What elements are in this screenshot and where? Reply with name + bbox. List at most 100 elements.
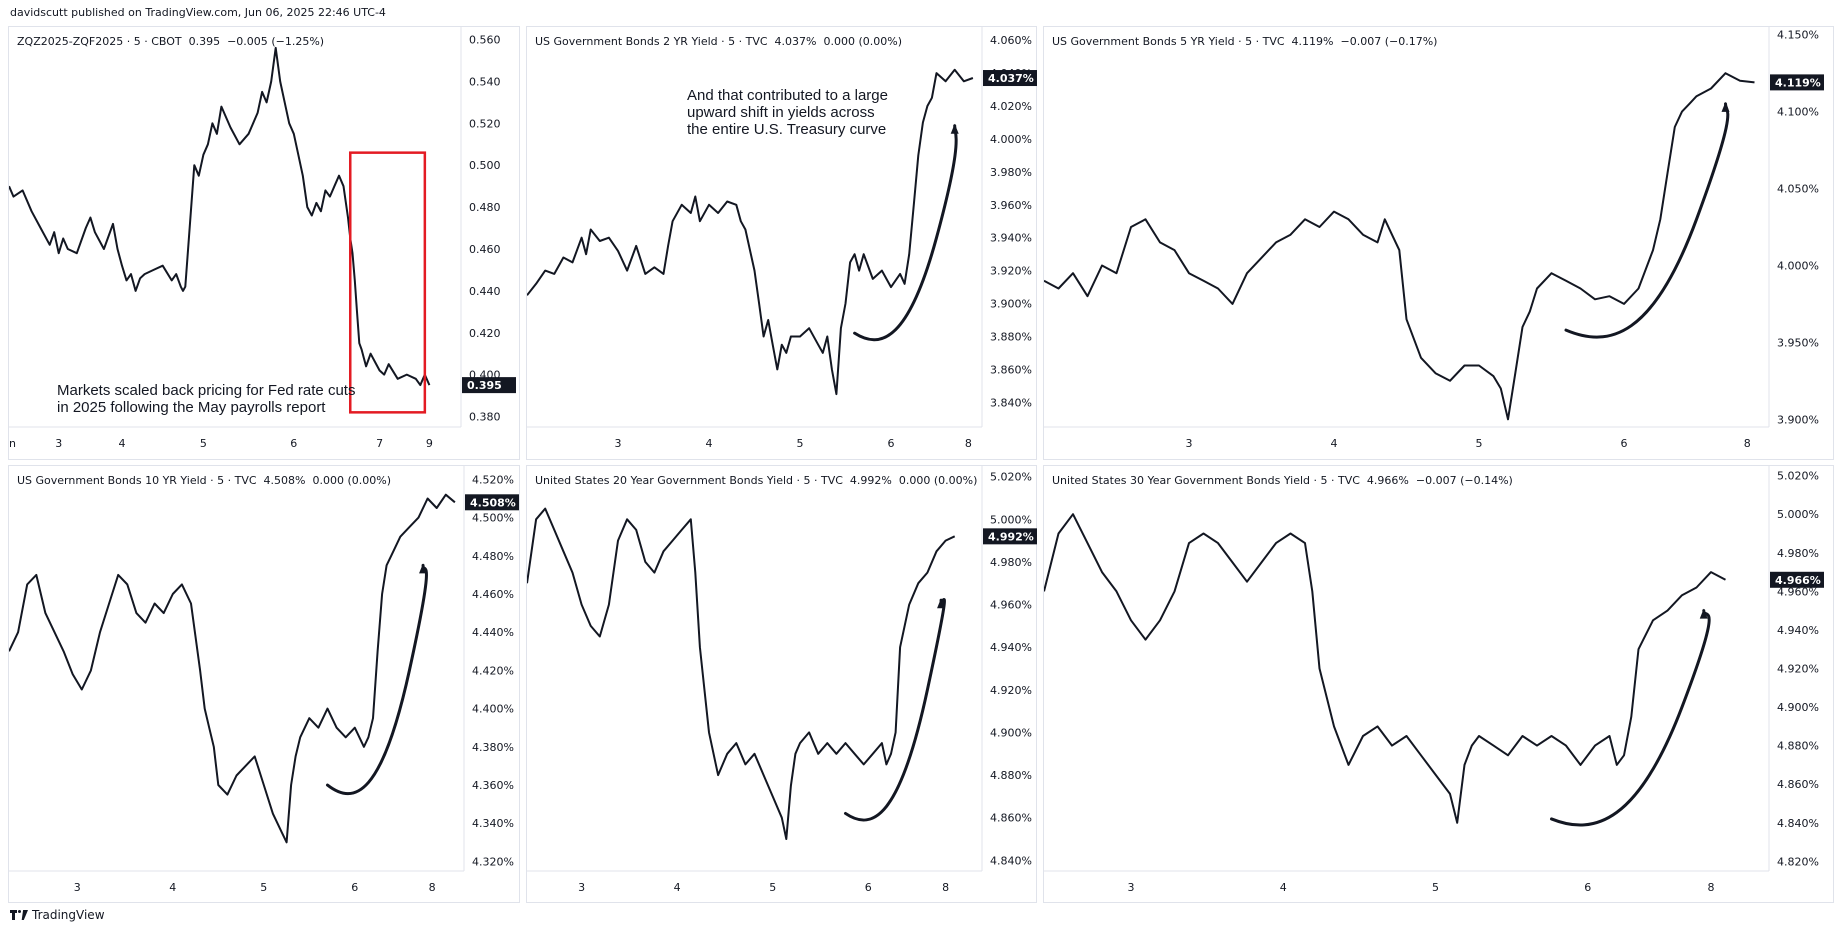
x-tick-label: 4	[674, 881, 681, 894]
y-tick-label: 0.480	[469, 201, 501, 214]
chart-panel-us10[interactable]: US Government Bonds 10 YR Yield · 5 · TV…	[8, 465, 520, 903]
x-tick-label: 7	[376, 437, 383, 450]
last-value-text: 4.037%	[988, 72, 1034, 85]
last-value-label: 4.119%	[1770, 74, 1824, 91]
y-tick-label: 4.520%	[472, 473, 514, 486]
x-tick-label: 4	[706, 437, 713, 450]
x-tick-label: 6	[290, 437, 297, 450]
y-tick-label: 3.980%	[990, 166, 1032, 179]
chart-panel-us30[interactable]: United States 30 Year Government Bonds Y…	[1043, 465, 1834, 903]
y-tick-label: 4.050%	[1777, 183, 1819, 196]
y-tick-label: 4.900%	[1777, 701, 1819, 714]
x-tick-label: 5	[1432, 881, 1439, 894]
legend-last: 0.395	[188, 35, 228, 48]
legend-exchange: TVC	[1262, 35, 1292, 48]
legend-last: 4.966%	[1366, 474, 1416, 487]
legend-symbol: United States 30 Year Government Bonds Y…	[1052, 474, 1321, 487]
last-value-label: 4.037%	[983, 70, 1037, 87]
chart-panel-zq[interactable]: ZQZ2025-ZQF2025 · 5 · CBOT 0.395 −0.005 …	[8, 26, 520, 460]
tradingview-footer[interactable]: TradingView	[10, 908, 105, 922]
legend-change-pct: (−1.25%)	[271, 35, 325, 48]
y-tick-label: 4.340%	[472, 817, 514, 830]
y-tick-label: 4.920%	[1777, 663, 1819, 676]
y-tick-label: 4.820%	[1777, 855, 1819, 868]
legend-change: 0.000	[823, 35, 859, 48]
y-tick-label: 4.100%	[1777, 106, 1819, 119]
annotation-line: Markets scaled back pricing for Fed rate…	[57, 382, 356, 399]
legend-exchange: TVC	[745, 35, 775, 48]
legend-change: 0.000	[312, 474, 348, 487]
last-value-label: 4.508%	[465, 494, 519, 511]
annotation-line: And that contributed to a large	[687, 87, 888, 104]
y-tick-label: 4.880%	[990, 769, 1032, 782]
last-value-label: 4.966%	[1770, 571, 1824, 588]
y-tick-label: 4.420%	[472, 664, 514, 677]
x-tick-label: 4	[119, 437, 126, 450]
y-tick-label: 4.000%	[990, 133, 1032, 146]
tradingview-logo-icon	[10, 910, 28, 920]
legend-change-pct: (0.00%)	[347, 474, 392, 487]
y-tick-label: 3.940%	[990, 232, 1032, 245]
y-tick-label: 3.950%	[1777, 336, 1819, 349]
chart-svg: 4.150% 4.100% 4.050% 4.000% 3.950% 3.900% 3 4 5 6…	[1044, 27, 1824, 450]
y-tick-label: 4.880%	[1777, 740, 1819, 753]
y-tick-label: 4.360%	[472, 779, 514, 792]
legend-last: 4.508%	[263, 474, 313, 487]
chart-panel-us02[interactable]: US Government Bonds 2 YR Yield · 5 · TVC…	[526, 26, 1037, 460]
y-tick-label: 4.980%	[990, 556, 1032, 569]
last-value-label: 0.395	[462, 377, 516, 394]
last-value-bg	[983, 528, 1037, 545]
y-tick-label: 0.500	[469, 159, 501, 172]
y-tick-label: 4.150%	[1777, 29, 1819, 42]
last-value-bg	[462, 377, 516, 394]
y-tick-label: 4.920%	[990, 684, 1032, 697]
x-tick-label: 8	[942, 881, 949, 894]
y-tick-label: 4.320%	[472, 855, 514, 868]
x-tick-label: 6	[1621, 437, 1628, 450]
legend-change-pct: (0.00%)	[933, 474, 978, 487]
y-tick-label: 4.860%	[1777, 778, 1819, 791]
arrow-head-icon	[419, 563, 428, 574]
arrow-head-icon	[1721, 101, 1730, 112]
x-tick-label: 3	[74, 881, 81, 894]
last-value-text: 4.119%	[1775, 76, 1821, 89]
legend-exchange: TVC	[1338, 474, 1367, 487]
legend-change: 0.000	[898, 474, 934, 487]
x-tick-label: 5	[769, 881, 776, 894]
legend-symbol: US Government Bonds 10 YR Yield ·	[17, 474, 218, 487]
arrow-head-icon	[937, 598, 946, 609]
y-tick-label: 3.860%	[990, 363, 1032, 376]
x-tick-label: 8	[1744, 437, 1751, 450]
legend-interval: 5 ·	[133, 35, 152, 48]
x-tick-label: 6	[865, 881, 872, 894]
chart-legend: United States 30 Year Government Bonds Y…	[1052, 474, 1513, 487]
legend-symbol: ZQZ2025-ZQF2025 ·	[17, 35, 134, 48]
last-value-label: 4.992%	[983, 528, 1037, 545]
y-tick-label: 0.520	[469, 117, 501, 130]
legend-symbol: United States 20 Year Government Bonds Y…	[535, 474, 804, 487]
legend-interval: 5 ·	[728, 35, 746, 48]
curved-arrow	[1550, 609, 1711, 827]
y-tick-label: 0.440	[469, 285, 501, 298]
arrow-head-icon	[1699, 608, 1708, 619]
legend-exchange: TVC	[234, 474, 264, 487]
x-tick-label: 4	[1280, 881, 1287, 894]
chart-panel-us20[interactable]: United States 20 Year Government Bonds Y…	[526, 465, 1037, 903]
y-tick-label: 3.880%	[990, 330, 1032, 343]
series-line	[1044, 513, 1726, 824]
x-tick-label: 3	[615, 437, 622, 450]
y-tick-label: 4.980%	[1777, 547, 1819, 560]
y-tick-label: 4.960%	[1777, 585, 1819, 598]
chart-panel-us05[interactable]: US Government Bonds 5 YR Yield · 5 · TVC…	[1043, 26, 1834, 460]
y-tick-label: 0.540	[469, 75, 501, 88]
chart-legend: US Government Bonds 10 YR Yield · 5 · TV…	[17, 474, 391, 487]
y-tick-label: 4.840%	[990, 854, 1032, 867]
x-tick-label: 3	[55, 437, 62, 450]
legend-change-pct: (0.00%)	[858, 35, 903, 48]
legend-exchange: TVC	[821, 474, 850, 487]
x-tick-label: 3	[1128, 881, 1135, 894]
legend-change: −0.005	[227, 35, 272, 48]
legend-change: −0.007	[1340, 35, 1385, 48]
x-tick-label: 3	[1186, 437, 1193, 450]
y-tick-label: 4.020%	[990, 100, 1032, 113]
